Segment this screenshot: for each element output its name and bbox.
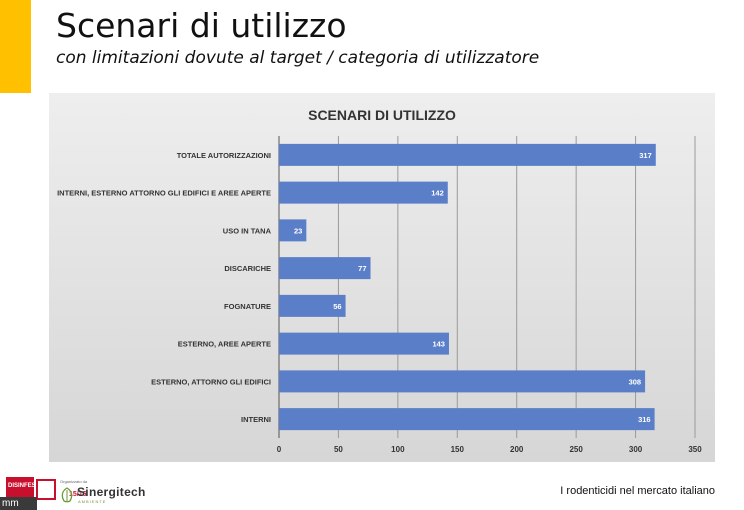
footer-caption: I rodenticidi nel mercato italiano	[560, 485, 715, 497]
bar	[279, 370, 646, 393]
bar	[279, 257, 371, 280]
category-label: ESTERNO, ATTORNO GLI EDIFICI	[151, 377, 271, 386]
data-label: 142	[431, 189, 444, 198]
data-label: 317	[639, 151, 652, 160]
category-label: FOGNATURE	[224, 302, 271, 311]
x-tick-label: 0	[277, 445, 282, 454]
data-label: 77	[358, 264, 366, 273]
bar	[279, 408, 655, 431]
x-tick-label: 200	[510, 445, 524, 454]
bar	[279, 181, 448, 204]
category-label: USO IN TANA	[223, 226, 272, 235]
chart-title: SCENARI DI UTILIZZO	[308, 107, 456, 123]
leaf-icon	[61, 487, 73, 503]
accent-bar	[0, 0, 31, 93]
event-logo-text: DISINFESTAZIONE	[8, 483, 62, 489]
organizer-label: Organizzato da	[60, 479, 88, 484]
x-tick-label: 350	[688, 445, 702, 454]
data-label: 308	[629, 377, 642, 386]
data-label: 23	[294, 226, 302, 235]
bar	[279, 143, 656, 166]
slide-subtitle: con limitazioni dovute al target / categ…	[56, 48, 540, 68]
bar	[279, 332, 449, 355]
data-label: 316	[638, 415, 651, 424]
sponsor-name: Sinergitech	[77, 485, 146, 499]
x-tick-label: 250	[569, 445, 583, 454]
x-tick-label: 150	[451, 445, 465, 454]
data-label: 56	[333, 302, 341, 311]
event-logo-year: 15/16	[69, 491, 87, 498]
category-label: INTERNI, ESTERNO ATTORNO GLI EDIFICI E A…	[57, 189, 271, 198]
slide-title: Scenari di utilizzo	[56, 6, 347, 45]
x-tick-label: 100	[391, 445, 405, 454]
bar-chart: SCENARI DI UTILIZZO 0 50 100 150 200 250 300 350…	[57, 107, 702, 454]
category-label: INTERNI	[241, 415, 271, 424]
chart-panel: SCENARI DI UTILIZZO 0 50 100 150 200 250 300 350…	[49, 93, 715, 462]
bar	[279, 219, 307, 242]
event-logo-badge: 15/16	[36, 479, 87, 500]
data-label: 143	[432, 340, 445, 349]
bar	[279, 294, 346, 317]
x-tick-label: 50	[334, 445, 343, 454]
mm-badge: mm	[0, 497, 37, 510]
category-label: DISCARICHE	[224, 264, 271, 273]
x-tick-label: 300	[629, 445, 643, 454]
sponsor-subtitle: AMBIENTE	[78, 499, 107, 504]
category-label: TOTALE AUTORIZZAZIONI	[177, 151, 271, 160]
category-label: ESTERNO, AREE APERTE	[178, 340, 271, 349]
